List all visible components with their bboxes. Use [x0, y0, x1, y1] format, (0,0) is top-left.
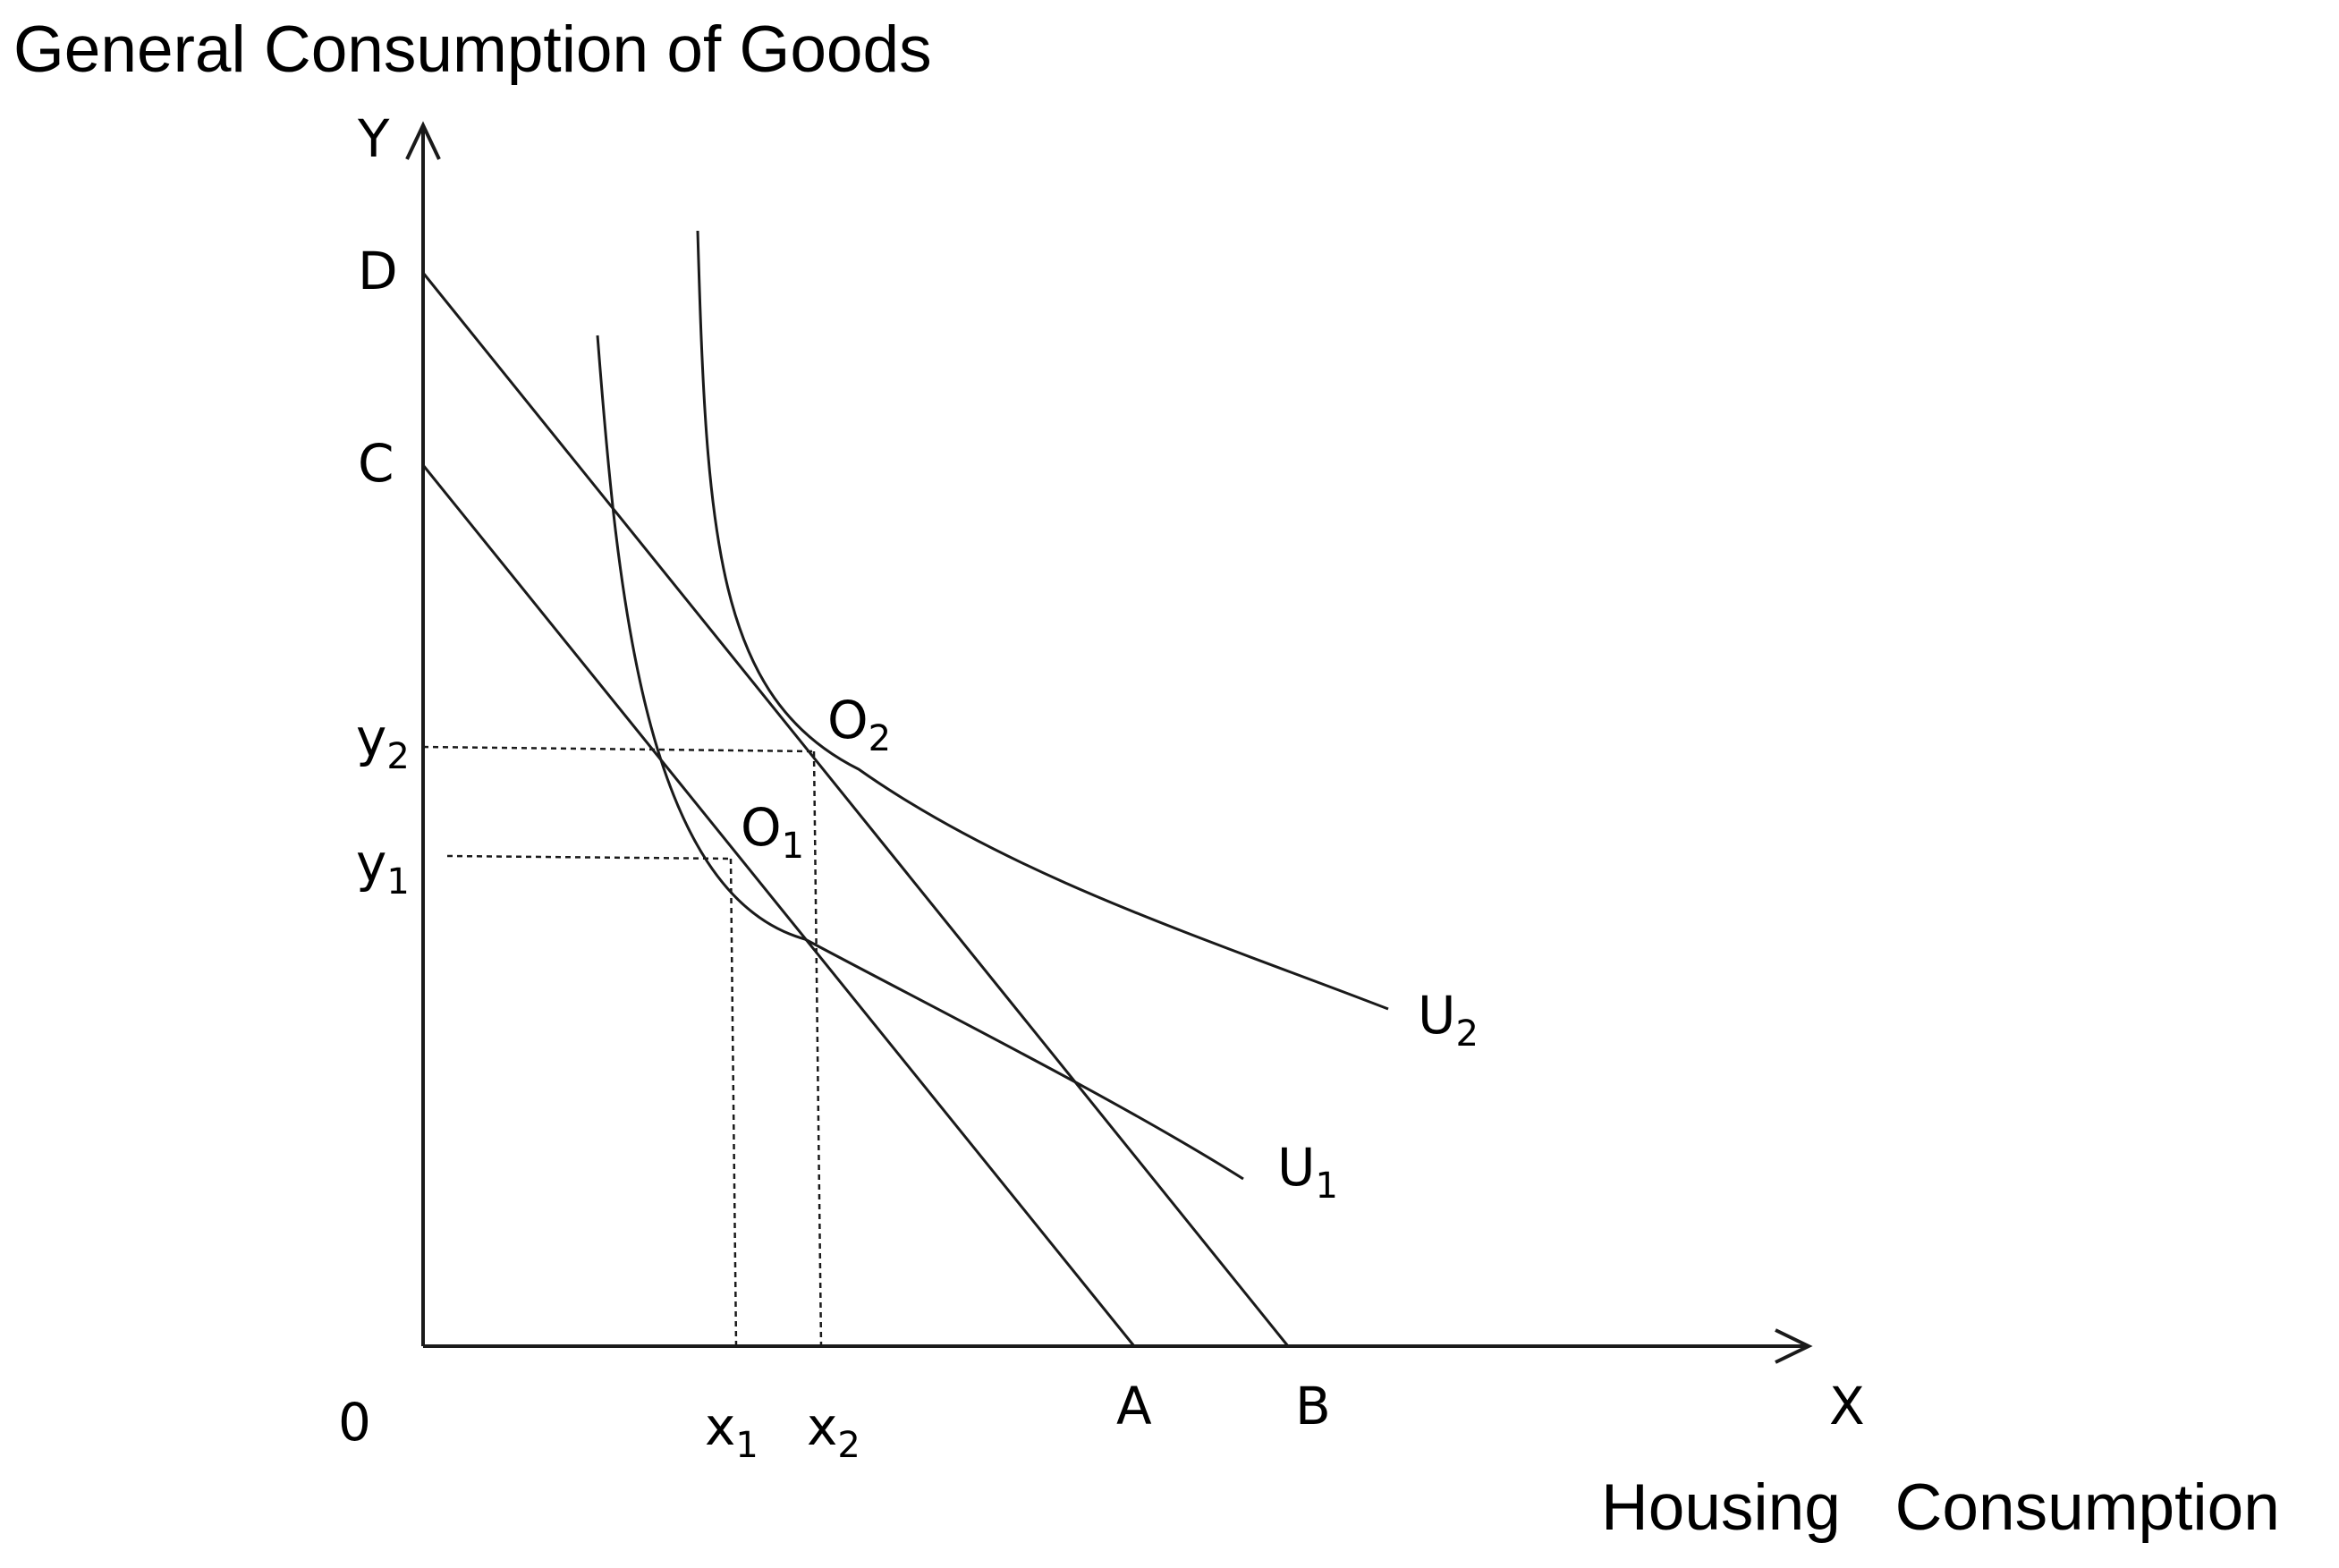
y-axis-arrow — [405, 121, 441, 160]
guide-y2 — [422, 745, 815, 753]
budget-line-DB — [421, 272, 1290, 1347]
label-y1: y1 — [356, 833, 410, 903]
label-O1: O1 — [741, 797, 804, 867]
guide-x2 — [812, 750, 823, 1347]
label-O2: O2 — [827, 690, 891, 759]
x-axis-arrow — [1775, 1328, 1813, 1364]
label-U2: U2 — [1418, 985, 1479, 1055]
indifference-curve-U1 — [596, 335, 1244, 1181]
label-y2: y2 — [356, 708, 410, 777]
label-C: C — [358, 433, 394, 494]
indifference-curve-U2 — [696, 230, 1389, 1011]
x-axis-title: Housing Consumption — [1601, 1471, 2280, 1544]
label-D: D — [358, 241, 398, 301]
label-A: A — [1116, 1376, 1152, 1437]
label-x1: x1 — [705, 1396, 758, 1466]
label-x2: x2 — [807, 1396, 860, 1466]
origin-label: 0 — [338, 1392, 371, 1453]
guide-y1 — [446, 854, 732, 860]
y-axis-label: Y — [357, 108, 390, 169]
x-axis-label: X — [1829, 1376, 1865, 1437]
label-U1: U1 — [1277, 1137, 1338, 1207]
diagram-title: General Consumption of Goods — [13, 13, 932, 86]
guide-x1 — [729, 858, 738, 1347]
budget-line-CA — [421, 464, 1136, 1347]
label-B: B — [1295, 1376, 1331, 1437]
